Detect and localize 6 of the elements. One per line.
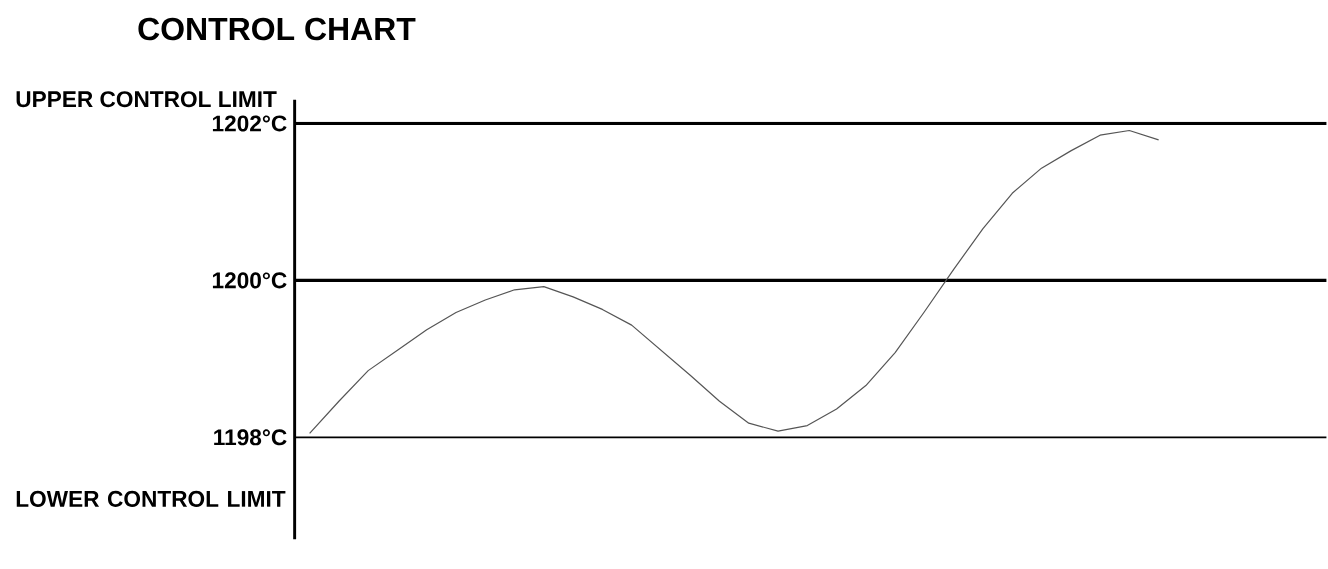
y-tick-label: 1198°C bbox=[214, 429, 287, 446]
ref-line-label: UPPER CONTROL LIMIT bbox=[16, 90, 277, 108]
y-tick-label: 1202°C bbox=[212, 115, 287, 132]
chart-title: CONTROL CHART bbox=[138, 17, 416, 41]
y-tick-label: 1200°C bbox=[212, 272, 287, 289]
ref-line-label: LOWER CONTROL LIMIT bbox=[16, 490, 286, 507]
